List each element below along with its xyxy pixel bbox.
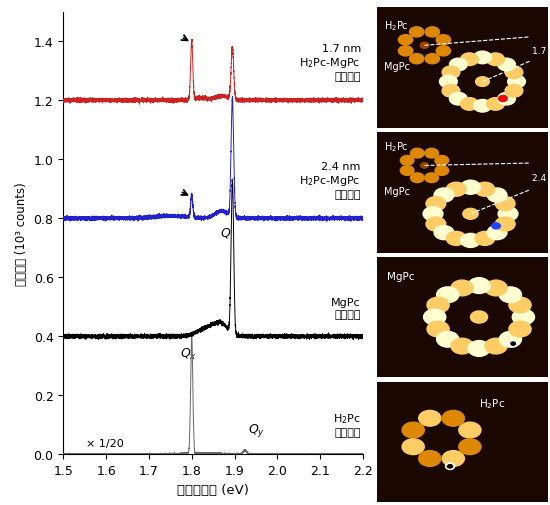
- Circle shape: [505, 67, 523, 79]
- Circle shape: [475, 183, 495, 197]
- Circle shape: [442, 411, 464, 426]
- Circle shape: [421, 164, 428, 169]
- Circle shape: [423, 208, 443, 221]
- Circle shape: [436, 35, 450, 46]
- Circle shape: [468, 278, 490, 294]
- Circle shape: [434, 226, 454, 240]
- Circle shape: [400, 166, 414, 176]
- Circle shape: [475, 232, 495, 246]
- Circle shape: [499, 287, 521, 303]
- Circle shape: [449, 59, 467, 72]
- Circle shape: [471, 312, 487, 323]
- Circle shape: [498, 59, 515, 72]
- Circle shape: [400, 156, 414, 166]
- Text: MgPc: MgPc: [383, 62, 410, 72]
- Circle shape: [424, 310, 446, 325]
- Circle shape: [463, 209, 478, 220]
- Circle shape: [410, 55, 424, 65]
- Text: $Q$: $Q$: [219, 225, 231, 239]
- Circle shape: [485, 338, 507, 354]
- Text: H$_2$Pc: H$_2$Pc: [479, 396, 505, 410]
- Circle shape: [505, 85, 523, 98]
- Circle shape: [436, 46, 450, 57]
- Circle shape: [511, 342, 515, 345]
- Circle shape: [410, 28, 424, 38]
- Text: 2.4 nm
H$_2$Pc-MgPc
ダイマー: 2.4 nm H$_2$Pc-MgPc ダイマー: [300, 162, 361, 199]
- Circle shape: [508, 76, 525, 89]
- Text: 1.7 nm
H$_2$Pc-MgPc
ダイマー: 1.7 nm H$_2$Pc-MgPc ダイマー: [300, 44, 361, 82]
- Text: H$_2$Pc: H$_2$Pc: [383, 139, 408, 154]
- Text: H$_2$Pc: H$_2$Pc: [383, 20, 408, 33]
- Circle shape: [435, 166, 449, 176]
- Circle shape: [427, 297, 449, 313]
- Circle shape: [442, 85, 460, 98]
- Circle shape: [451, 338, 473, 354]
- Circle shape: [425, 55, 439, 65]
- Circle shape: [461, 234, 480, 248]
- Circle shape: [461, 181, 480, 195]
- Circle shape: [509, 297, 531, 313]
- Circle shape: [468, 341, 490, 357]
- Circle shape: [487, 226, 507, 240]
- Text: $Q_y$: $Q_y$: [248, 421, 265, 438]
- Circle shape: [437, 332, 459, 347]
- Circle shape: [499, 332, 521, 347]
- Circle shape: [509, 322, 531, 337]
- Circle shape: [402, 439, 424, 454]
- Circle shape: [426, 218, 446, 232]
- Circle shape: [426, 197, 446, 211]
- X-axis label: エネルギー (eV): エネルギー (eV): [177, 483, 249, 496]
- Circle shape: [420, 43, 429, 49]
- Circle shape: [419, 411, 441, 426]
- Circle shape: [427, 322, 449, 337]
- Circle shape: [487, 98, 504, 111]
- Text: $Q_x$: $Q_x$: [180, 346, 197, 362]
- Text: × 1/20: × 1/20: [86, 438, 124, 448]
- Circle shape: [487, 54, 504, 66]
- Circle shape: [435, 156, 449, 166]
- Circle shape: [419, 451, 441, 467]
- Circle shape: [498, 208, 518, 221]
- Circle shape: [398, 46, 412, 57]
- Circle shape: [446, 232, 466, 246]
- Circle shape: [512, 310, 535, 325]
- Circle shape: [439, 76, 457, 89]
- Circle shape: [492, 223, 500, 229]
- Circle shape: [474, 100, 491, 113]
- Circle shape: [437, 287, 459, 303]
- Circle shape: [446, 183, 466, 197]
- Circle shape: [459, 422, 481, 438]
- Circle shape: [451, 281, 473, 296]
- Circle shape: [460, 98, 478, 111]
- Text: H$_2$Pc
単一分子: H$_2$Pc 単一分子: [333, 412, 361, 437]
- Circle shape: [476, 78, 490, 87]
- Y-axis label: 発光強度 (10³ counts): 発光強度 (10³ counts): [15, 182, 28, 285]
- Circle shape: [434, 188, 454, 203]
- Circle shape: [460, 54, 478, 66]
- Text: MgPc: MgPc: [387, 272, 415, 281]
- Circle shape: [496, 218, 515, 232]
- Circle shape: [398, 35, 412, 46]
- Circle shape: [498, 93, 515, 106]
- Circle shape: [402, 422, 424, 438]
- Circle shape: [449, 93, 467, 106]
- Circle shape: [499, 96, 507, 103]
- Circle shape: [425, 149, 438, 159]
- Circle shape: [425, 174, 438, 183]
- Circle shape: [410, 149, 424, 159]
- Circle shape: [474, 52, 491, 65]
- Circle shape: [448, 465, 452, 468]
- Circle shape: [425, 28, 439, 38]
- Text: MgPc
単一分子: MgPc 単一分子: [331, 297, 361, 319]
- Circle shape: [442, 67, 460, 79]
- Circle shape: [442, 451, 464, 467]
- Text: MgPc: MgPc: [383, 187, 410, 196]
- Text: 1.7 nm: 1.7 nm: [532, 46, 550, 56]
- Circle shape: [485, 281, 507, 296]
- Circle shape: [487, 188, 507, 203]
- Text: 2.4 nm: 2.4 nm: [532, 174, 550, 183]
- Circle shape: [496, 197, 515, 211]
- Circle shape: [459, 439, 481, 454]
- Circle shape: [410, 174, 424, 183]
